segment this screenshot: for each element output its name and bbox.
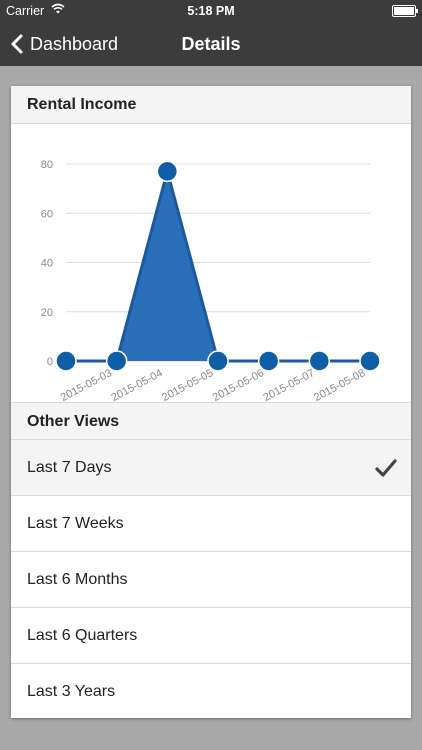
view-option-last-6-months[interactable]: Last 6 Months — [11, 552, 411, 608]
view-option-last-6-quarters[interactable]: Last 6 Quarters — [11, 608, 411, 664]
y-tick-label: 20 — [41, 307, 53, 319]
data-point — [207, 350, 229, 372]
data-point — [257, 350, 280, 372]
other-views-title: Other Views — [11, 402, 411, 440]
data-point — [156, 160, 179, 183]
y-tick-label: 0 — [47, 356, 53, 368]
data-point — [55, 350, 77, 372]
x-tick-label: 2015-05-03 — [59, 367, 114, 402]
navigation-bar: Dashboard Details — [0, 22, 422, 66]
data-point — [105, 350, 128, 372]
data-point — [359, 350, 381, 372]
back-button-label: Dashboard — [30, 33, 119, 54]
chevron-left-icon — [11, 34, 23, 54]
y-tick-label: 40 — [41, 258, 53, 270]
view-option-label: Last 7 Days — [27, 459, 112, 476]
rental-income-chart: 0 20 40 60 80 2015-05-03 2015-05-04 2015-05-05 2… — [11, 124, 411, 404]
other-views-list: Last 7 Days Last 7 Weeks Last 6 Months L… — [11, 440, 411, 718]
view-option-last-3-years[interactable]: Last 3 Years — [11, 664, 411, 718]
x-tick-label: 2015-05-04 — [109, 367, 164, 402]
view-option-last-7-weeks[interactable]: Last 7 Weeks — [11, 496, 411, 552]
checkmark-icon — [375, 459, 397, 477]
x-tick-label: 2015-05-08 — [312, 367, 367, 402]
x-tick-label: 2015-05-06 — [211, 367, 266, 402]
data-point — [308, 350, 331, 372]
view-option-label: Last 7 Weeks — [27, 515, 124, 532]
clock: 5:18 PM — [187, 4, 235, 18]
chart-section-title: Rental Income — [11, 86, 411, 124]
area-fill — [66, 171, 370, 361]
view-option-label: Last 3 Years — [27, 683, 116, 700]
back-button[interactable]: Dashboard — [8, 22, 118, 66]
view-option-last-7-days[interactable]: Last 7 Days — [11, 440, 411, 496]
y-tick-label: 60 — [41, 208, 53, 220]
x-tick-label: 2015-05-05 — [160, 367, 215, 402]
view-option-label: Last 6 Quarters — [27, 627, 138, 644]
carrier-label: Carrier — [6, 4, 45, 18]
wifi-icon — [51, 3, 65, 14]
chart-svg: 0204060802015-05-032015-05-042015-05-052… — [41, 159, 381, 404]
x-tick-label: 2015-05-07 — [261, 367, 316, 402]
y-tick-label: 80 — [41, 159, 53, 171]
status-bar: Carrier 5:18 PM — [0, 0, 422, 22]
details-card: Rental Income 0 20 40 60 80 2015-05-03 2015-05… — [11, 86, 411, 718]
series-line — [66, 169, 370, 363]
view-option-label: Last 6 Months — [27, 571, 128, 588]
battery-icon — [392, 5, 418, 17]
